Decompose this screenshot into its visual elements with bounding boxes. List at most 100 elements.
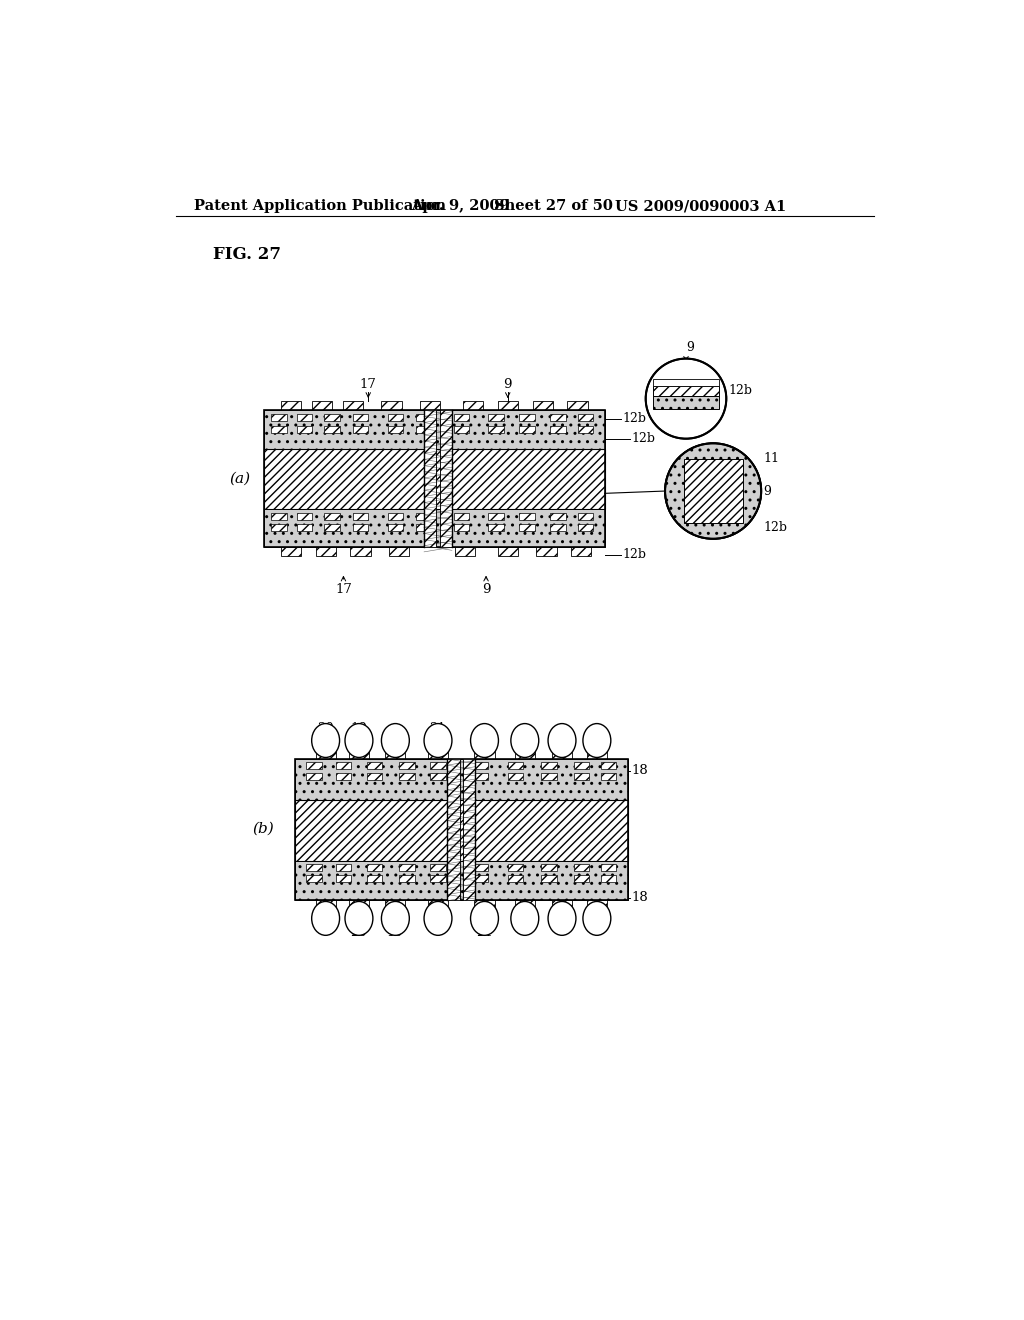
Bar xyxy=(420,401,440,411)
Bar xyxy=(653,385,719,396)
Bar xyxy=(388,425,403,433)
Bar xyxy=(324,512,340,520)
Bar xyxy=(315,548,336,557)
Ellipse shape xyxy=(471,723,499,758)
Bar xyxy=(263,508,604,548)
Text: 18: 18 xyxy=(632,764,648,777)
Bar xyxy=(488,512,504,520)
Bar xyxy=(430,774,445,780)
Bar xyxy=(430,865,445,871)
Bar xyxy=(367,875,382,882)
Text: 12b: 12b xyxy=(632,432,655,445)
Bar xyxy=(653,379,719,385)
Bar xyxy=(515,750,535,759)
Bar xyxy=(388,414,403,421)
Bar xyxy=(541,774,557,780)
Bar xyxy=(389,548,410,557)
Bar xyxy=(508,875,523,882)
Bar xyxy=(271,414,287,421)
Bar xyxy=(385,900,406,909)
Bar xyxy=(297,414,312,421)
Bar xyxy=(263,449,604,508)
Bar xyxy=(578,425,593,433)
Text: US 2009/0090003 A1: US 2009/0090003 A1 xyxy=(614,199,786,213)
Bar xyxy=(488,414,504,421)
Text: 17: 17 xyxy=(335,583,352,597)
Bar xyxy=(463,759,475,900)
Bar xyxy=(532,401,553,411)
Bar xyxy=(381,401,401,411)
Ellipse shape xyxy=(345,902,373,936)
Text: 9: 9 xyxy=(482,583,490,597)
Bar xyxy=(587,750,607,759)
Circle shape xyxy=(665,444,761,539)
Bar xyxy=(417,512,432,520)
Bar xyxy=(399,762,415,770)
Bar xyxy=(473,865,488,871)
Text: 17: 17 xyxy=(359,379,377,391)
Bar xyxy=(550,425,566,433)
Bar xyxy=(550,512,566,520)
Bar xyxy=(573,865,589,871)
Circle shape xyxy=(646,359,726,438)
Bar xyxy=(684,459,742,524)
Bar xyxy=(399,875,415,882)
Bar xyxy=(306,865,322,871)
Text: Sheet 27 of 50: Sheet 27 of 50 xyxy=(494,199,612,213)
Text: 12b: 12b xyxy=(729,384,753,397)
Bar xyxy=(295,759,628,900)
Bar xyxy=(399,774,415,780)
Bar xyxy=(567,401,588,411)
Bar xyxy=(324,414,340,421)
Bar xyxy=(417,524,432,531)
Bar xyxy=(295,759,628,800)
Bar xyxy=(297,512,312,520)
Bar xyxy=(455,548,475,557)
Bar xyxy=(578,414,593,421)
Bar xyxy=(385,750,406,759)
Bar xyxy=(454,425,469,433)
Bar xyxy=(454,512,469,520)
Bar xyxy=(263,411,604,548)
Text: Patent Application Publication: Patent Application Publication xyxy=(194,199,445,213)
Bar xyxy=(430,762,445,770)
Bar xyxy=(573,875,589,882)
Bar xyxy=(508,865,523,871)
Ellipse shape xyxy=(548,902,575,936)
Bar xyxy=(311,401,332,411)
Ellipse shape xyxy=(424,723,452,758)
Bar xyxy=(519,425,535,433)
Bar xyxy=(439,411,452,548)
Bar xyxy=(297,425,312,433)
Bar xyxy=(367,774,382,780)
Ellipse shape xyxy=(381,902,410,936)
Bar xyxy=(541,875,557,882)
Text: 18: 18 xyxy=(632,891,648,904)
Ellipse shape xyxy=(381,723,410,758)
Bar xyxy=(367,865,382,871)
Bar xyxy=(388,524,403,531)
Text: 19: 19 xyxy=(350,722,368,735)
Bar xyxy=(573,774,589,780)
Bar xyxy=(552,750,572,759)
Bar xyxy=(281,548,301,557)
Bar xyxy=(430,875,445,882)
Ellipse shape xyxy=(511,902,539,936)
Text: 12b: 12b xyxy=(623,412,646,425)
Bar xyxy=(454,414,469,421)
Bar xyxy=(399,865,415,871)
Bar xyxy=(349,900,369,909)
Bar xyxy=(271,425,287,433)
Bar xyxy=(295,862,628,900)
Bar xyxy=(271,512,287,520)
Bar xyxy=(474,900,495,909)
Bar xyxy=(336,762,351,770)
Bar xyxy=(537,548,557,557)
Bar xyxy=(281,401,301,411)
Bar xyxy=(498,548,518,557)
Bar xyxy=(336,774,351,780)
Text: 20: 20 xyxy=(350,925,368,939)
Bar xyxy=(324,425,340,433)
Bar xyxy=(315,750,336,759)
Bar xyxy=(473,875,488,882)
